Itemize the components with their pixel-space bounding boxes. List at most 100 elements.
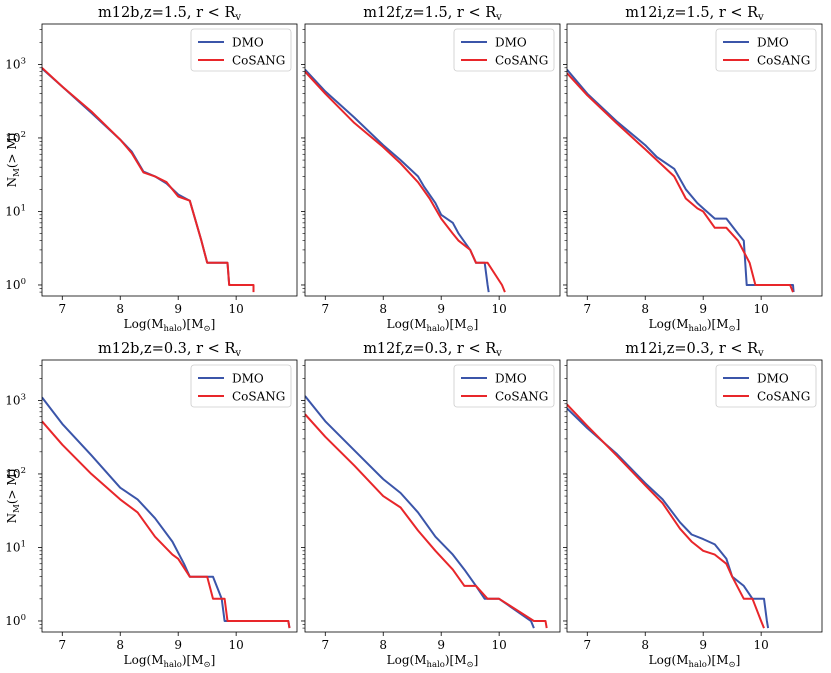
x-tick-label: 9 <box>174 638 182 652</box>
y-tick-label: 100 <box>5 277 26 292</box>
x-axis-label: Log(Mhalo)[M⊙] <box>124 317 216 334</box>
text-fragment: v <box>234 348 241 359</box>
panel-title: m12b,z=1.5, r < Rv <box>98 5 241 23</box>
text-fragment: Log(M <box>124 653 164 667</box>
text-fragment: v <box>495 12 502 23</box>
x-tick-label: 7 <box>321 638 329 652</box>
text-fragment: ⊙ <box>467 660 474 670</box>
text-fragment: 9 <box>699 302 707 316</box>
text-fragment: 9 <box>174 638 182 652</box>
x-tick-label: 9 <box>699 302 707 316</box>
x-tick-label: 8 <box>379 302 387 316</box>
text-fragment: M <box>12 504 22 513</box>
text-fragment: r < R <box>457 341 497 357</box>
series-line-dmo <box>567 408 768 628</box>
text-fragment: 8 <box>116 638 124 652</box>
panel-4: 7 8 9 10100101102103m12b,z=0.3, r < RvLog(M… <box>5 341 297 670</box>
text-fragment: N <box>5 177 19 188</box>
text-fragment: ] <box>736 317 741 331</box>
text-fragment: ⊙ <box>467 324 474 334</box>
text-fragment: DMO <box>757 36 789 50</box>
panel-3: 7 8 9 10m12i,z=1.5, r < RvLog(Mhalo)[M⊙]DMO… <box>563 5 822 334</box>
x-tick-label: 8 <box>116 302 124 316</box>
panel-2: 7 8 9 10m12f,z=1.5, r < RvLog(Mhalo)[M⊙]DMO… <box>301 5 560 334</box>
text-fragment: DMO <box>495 372 527 386</box>
text-fragment: 2 <box>21 130 26 140</box>
text-fragment: 1 <box>21 539 26 549</box>
x-tick-label: 10 <box>229 638 244 652</box>
text-fragment: Log(M <box>387 317 427 331</box>
legend: DMO CoSANG <box>454 365 554 407</box>
legend-label: CoSANG <box>757 390 810 404</box>
figure: 7 8 9 10100101102103m12b,z=1.5, r < RvLog(M… <box>0 0 831 673</box>
legend-label: CoSANG <box>232 390 285 404</box>
series-line-dmo <box>567 70 794 293</box>
panel-title: m12i,z=1.5, r < Rv <box>625 5 764 23</box>
text-fragment: m12f,z=1.5, <box>363 5 457 21</box>
x-tick-label: 9 <box>174 302 182 316</box>
text-fragment: 7 <box>583 638 591 652</box>
text-fragment: )[M <box>182 317 204 331</box>
text-fragment: m12b,z=0.3, <box>98 341 196 357</box>
text-fragment: 0 <box>21 277 26 287</box>
x-tick-label: 9 <box>437 638 445 652</box>
x-tick-label: 7 <box>321 302 329 316</box>
text-fragment: v <box>234 12 241 23</box>
text-fragment: m12i,z=1.5, <box>625 5 719 21</box>
text-fragment: 8 <box>641 302 649 316</box>
legend: DMO CoSANG <box>716 29 816 71</box>
text-fragment: 10 <box>5 57 20 71</box>
text-fragment: N <box>5 513 19 524</box>
text-fragment: 10 <box>5 278 20 292</box>
text-fragment: halo <box>426 324 444 334</box>
text-fragment: CoSANG <box>232 54 285 68</box>
legend-label: CoSANG <box>495 390 548 404</box>
text-fragment: DMO <box>232 372 264 386</box>
text-fragment: 7 <box>321 638 329 652</box>
text-fragment: 10 <box>5 393 20 407</box>
text-fragment: r < R <box>196 5 236 21</box>
text-fragment: CoSANG <box>232 390 285 404</box>
text-fragment: CoSANG <box>757 54 810 68</box>
legend: DMO CoSANG <box>191 29 291 71</box>
text-fragment: ⊙ <box>729 324 736 334</box>
x-tick-label: 10 <box>754 302 769 316</box>
text-fragment: 8 <box>641 638 649 652</box>
text-fragment: CoSANG <box>495 54 548 68</box>
text-fragment: r < R <box>719 5 759 21</box>
text-fragment: 7 <box>321 302 329 316</box>
text-fragment: ] <box>211 317 216 331</box>
text-fragment: CoSANG <box>757 390 810 404</box>
series-line-cosang <box>305 72 505 293</box>
text-fragment: 10 <box>492 638 507 652</box>
text-fragment: 1 <box>21 203 26 213</box>
text-fragment: 3 <box>21 56 26 66</box>
legend-label: DMO <box>757 372 789 386</box>
x-tick-label: 10 <box>492 302 507 316</box>
text-fragment: 10 <box>5 614 20 628</box>
text-fragment: halo <box>688 660 706 670</box>
y-tick-label: 101 <box>5 203 26 218</box>
x-tick-label: 7 <box>583 302 591 316</box>
panel-title: m12b,z=0.3, r < Rv <box>98 341 241 359</box>
legend-label: CoSANG <box>232 54 285 68</box>
text-fragment: )[M <box>707 317 729 331</box>
panel-5: 7 8 9 10m12f,z=0.3, r < RvLog(Mhalo)[M⊙]DMO… <box>301 341 560 670</box>
text-fragment: 2 <box>21 466 26 476</box>
legend: DMO CoSANG <box>191 365 291 407</box>
text-fragment: ] <box>474 653 479 667</box>
x-tick-label: 7 <box>58 302 66 316</box>
text-fragment: 10 <box>754 638 769 652</box>
text-fragment: 10 <box>229 302 244 316</box>
text-fragment: ⊙ <box>204 324 211 334</box>
text-fragment: r < R <box>196 341 236 357</box>
series-line-dmo <box>305 70 489 293</box>
y-tick-label: 101 <box>5 539 26 554</box>
text-fragment: 9 <box>437 302 445 316</box>
text-fragment: (> M) <box>5 133 19 169</box>
text-fragment: 3 <box>21 392 26 402</box>
text-fragment: 0 <box>21 613 26 623</box>
x-tick-label: 10 <box>754 638 769 652</box>
text-fragment: r < R <box>719 341 759 357</box>
